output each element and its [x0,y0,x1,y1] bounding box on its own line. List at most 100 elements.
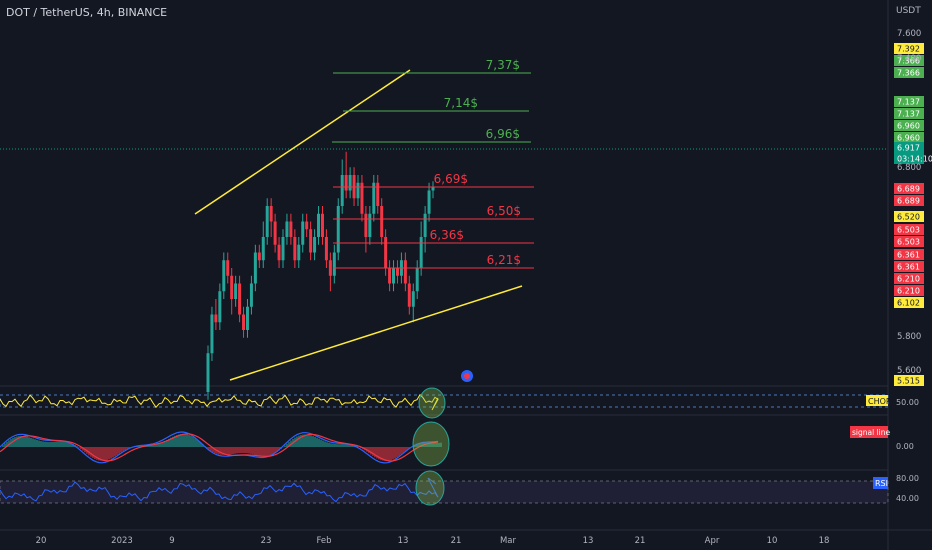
price-tag: 7.366 [897,69,920,78]
signal-histogram-bar [310,435,312,447]
price-tag-bg [894,96,924,107]
price-tag: 7.366 [897,57,920,66]
signal-histogram-bar [12,437,14,447]
signal-histogram-bar [370,447,372,455]
signal-histogram-bar [168,438,170,447]
signal-histogram-bar [272,447,274,455]
candle-body [257,252,261,261]
price-axis-tick: 5.600 [897,366,921,376]
signal-histogram-bar [126,447,128,449]
price-axis-tick: 6.800 [897,163,921,173]
candle-body [368,213,372,237]
signal-histogram-bar [44,441,46,447]
signal-histogram-bar [246,447,248,454]
highlight-circle-rsi [415,470,445,506]
candle-body [376,182,380,206]
level-label: 7,37$ [486,58,520,72]
signal-histogram-bar [278,447,280,451]
signal-histogram-bar [382,447,384,461]
price-tag: 5.515 [897,377,920,386]
upper-trendline[interactable] [194,69,411,215]
signal-histogram-bar [336,444,338,447]
signal-histogram-bar [36,439,38,447]
signal-histogram-bar [396,447,398,458]
signal-histogram-bar [394,447,396,459]
candle-body [388,268,392,284]
candle-body [285,221,289,237]
signal-histogram-bar [38,440,40,447]
signal-histogram-bar [236,447,238,454]
signal-histogram-bar [152,445,154,447]
signal-histogram-bar [92,447,94,458]
signal-histogram-bar [114,447,116,457]
highlight-circle-signal [412,421,450,467]
candle-body [317,213,321,237]
signal-histogram-bar [56,441,58,447]
signal-histogram-bar [428,442,430,447]
signal-histogram-bar [76,446,78,447]
signal-histogram-bar [436,443,438,447]
price-tag-bg [894,273,924,284]
signal-histogram-bar [276,447,278,452]
signal-histogram-bar [434,443,436,447]
signal-histogram-bar [334,444,336,447]
signal-histogram-bar [112,447,114,458]
signal-histogram-bar [328,442,330,447]
candle-body [269,206,273,222]
signal-histogram-bar [18,436,20,447]
signal-histogram-bar [100,447,102,461]
candle-body [313,237,317,253]
lower-trendline[interactable] [229,285,523,381]
price-tag: 6.689 [897,197,920,206]
candle-body [384,237,388,268]
signal-histogram-bar [2,445,4,447]
signal-histogram-bar [50,442,52,447]
signal-histogram-bar [224,447,226,455]
rsi-label-bg [873,477,888,489]
price-tag-bg [894,211,924,222]
signal-histogram-bar [398,447,400,456]
signal-histogram-bar [162,441,164,447]
signal-histogram-bar [264,447,266,457]
candle-body [265,206,269,237]
price-tag: 7.392 [897,45,920,54]
signal-histogram-bar [258,447,260,456]
candle-body [415,268,419,292]
signal-histogram-bar [52,441,54,447]
event-flag-dot [464,373,470,379]
signal-histogram-bar [262,447,264,457]
signal-histogram-bar [208,447,210,450]
signal-histogram-bar [372,447,374,456]
price-tag-bg [894,297,924,308]
price-tag: 6.960 [897,134,920,143]
candle-body [222,260,226,292]
price-tag: 6.503 [897,226,920,235]
signal-histogram-bar [66,441,68,447]
candle-body [277,244,281,261]
candle-body [360,182,364,214]
candle-body [214,314,218,323]
signal-histogram-bar [104,447,106,461]
time-axis-tick: 20 [36,536,47,546]
signal-histogram-bar [386,447,388,461]
signal-histogram-bar [300,434,302,447]
candle-body [380,206,384,237]
signal-histogram-bar [238,447,240,454]
signal-histogram-bar [188,434,190,447]
signal-histogram-bar [308,434,310,447]
price-tag: 03:14:10 [897,155,932,164]
signal-histogram-bar [26,436,28,447]
price-tag: 6.960 [897,122,920,131]
signal-histogram-bar [316,437,318,447]
signal-histogram-bar [344,444,346,447]
signal-histogram-bar [78,447,80,448]
signal-histogram-bar [40,441,42,447]
candle-body [336,206,340,253]
candle-body [411,291,415,307]
price-tag: 6.520 [897,213,920,222]
signal-histogram-bar [172,436,174,447]
chop-tick: 50.00 [896,398,919,407]
signal-histogram-bar [148,445,150,447]
signal-histogram-bar [314,436,316,447]
